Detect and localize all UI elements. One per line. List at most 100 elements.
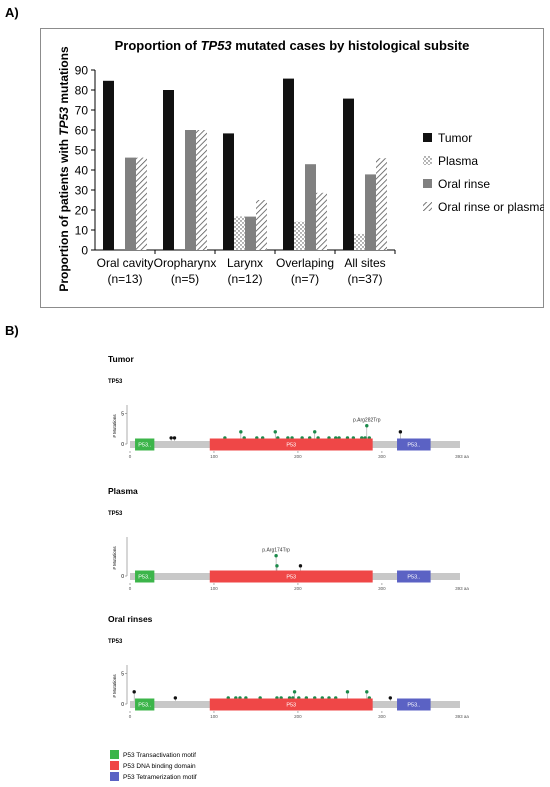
domain-label: P53 [286, 575, 296, 581]
bar-plasma [234, 216, 245, 250]
bar-oral-rinse-or-plasma [196, 130, 207, 250]
legend-label: P53 Tetramerization motif [123, 774, 197, 781]
x-axis-end-label: 393 aa [455, 586, 469, 591]
x-tick-label-n: (n=13) [107, 272, 142, 286]
legend-swatch [423, 156, 432, 165]
x-tick-label-n: (n=5) [171, 272, 199, 286]
x-axis-end-label: 393 aa [455, 454, 469, 459]
domain-legend: P53 Transactivation motif P53 DNA binding… [110, 750, 197, 781]
mutation-dot [365, 690, 369, 694]
domain-label: P53.. [407, 575, 420, 581]
domain-label: P53 [286, 703, 296, 709]
chart-title: Proportion of TP53 mutated cases by hist… [115, 38, 470, 53]
y-axis-label: # Mutations [112, 674, 117, 698]
y-axis-label: # Mutations [112, 414, 117, 438]
legend-swatch [423, 202, 432, 211]
panel-b-label: B) [5, 323, 19, 338]
mutation-dot [239, 430, 243, 434]
panel-a-label: A) [5, 5, 19, 20]
protein-domain [135, 570, 155, 583]
plot-title: Plasma [108, 486, 138, 496]
mutation-dot [172, 436, 177, 440]
y-tick-label: 20 [75, 204, 89, 218]
legend-swatch [423, 179, 432, 188]
plot-title: Tumor [108, 354, 135, 364]
domain-label: P53.. [138, 575, 151, 581]
legend-label: Tumor [438, 131, 472, 145]
y-tick-label: 40 [75, 164, 89, 178]
mutation-dot [275, 564, 279, 568]
y-tick-label: 60 [75, 124, 89, 138]
x-tick-label: Oropharynx [154, 256, 217, 270]
bar-plasma [354, 233, 365, 250]
mutation-dot [298, 564, 303, 568]
bar-plasma [294, 221, 305, 250]
protein-domain [209, 698, 373, 711]
bar-oral-rinse-or-plasma [376, 158, 387, 250]
x-tick-label-n: (n=7) [291, 272, 319, 286]
domain-label: P53.. [138, 443, 151, 449]
y-tick-label: 0 [81, 244, 88, 258]
protein-domain [135, 438, 155, 451]
mutation-dot [345, 690, 350, 694]
x-tick-label: 100 [210, 454, 218, 459]
legend-swatch [110, 750, 119, 759]
gene-label: TP53 [108, 511, 123, 517]
domain-label: P53.. [407, 443, 420, 449]
x-tick-label: All sites [344, 256, 385, 270]
bar-oral-rinse [185, 130, 196, 250]
x-tick-label: 0 [129, 454, 132, 459]
legend-label: P53 Transactivation motif [123, 752, 196, 759]
bar-oral-rinse [365, 174, 376, 250]
x-tick-label: 200 [294, 714, 302, 719]
bar-chart: Proportion of TP53 mutated cases by hist… [40, 28, 544, 308]
mutation-dot [273, 430, 277, 434]
domain-label: P53.. [407, 703, 420, 709]
protein-domain [209, 570, 373, 583]
x-tick-label: Larynx [227, 256, 263, 270]
mutation-dot [292, 690, 297, 694]
x-tick-label: 100 [210, 714, 218, 719]
lollipop-plots: Tumor TP53 # Mutations 0 5 P53.. P53 P53.. p.Arg… [108, 354, 469, 719]
y-axis-label: # Mutations [112, 546, 117, 570]
lollipop-plot-oral-rinses: Oral rinses TP53 # Mutations 0 5 P53.. P53 P53.… [108, 614, 469, 719]
mutation-dot [169, 436, 173, 440]
x-tick-label: 300 [378, 586, 386, 591]
protein-domain [209, 438, 373, 451]
legend-swatch [110, 772, 119, 781]
bar-oral-rinse [125, 157, 136, 250]
lollipop-plot-plasma: Plasma TP53 # Mutations 0 P53.. P53 P53.. p.Arg… [108, 486, 469, 591]
bar-tumor [343, 98, 354, 250]
mutation-annotation: p.Arg174Trp [262, 548, 290, 554]
protein-domain [397, 438, 431, 451]
x-tick-label-n: (n=37) [347, 272, 382, 286]
bar-tumor [103, 80, 114, 250]
protein-domain [135, 698, 155, 711]
domain-label: P53.. [138, 703, 151, 709]
x-tick-label-n: (n=12) [227, 272, 262, 286]
x-tick-label: 200 [294, 454, 302, 459]
plot-title: Oral rinses [108, 614, 153, 624]
x-tick-label: 200 [294, 586, 302, 591]
gene-label: TP53 [108, 639, 123, 645]
bar-tumor [223, 133, 234, 250]
legend-label: Plasma [438, 154, 478, 168]
x-axis-end-label: 393 aa [455, 714, 469, 719]
mutation-annotation: p.Arg282Trp [353, 418, 381, 424]
x-tick-label: 0 [129, 586, 132, 591]
y-tick-label: 80 [75, 84, 89, 98]
bar-oral-rinse-or-plasma [136, 157, 147, 250]
x-tick-label: 100 [210, 586, 218, 591]
bar-tumor [163, 90, 174, 250]
bar-oral-rinse [245, 216, 256, 250]
y-tick-label: 90 [75, 64, 89, 78]
bar-tumor [283, 78, 294, 250]
lollipop-plot-tumor: Tumor TP53 # Mutations 0 5 P53.. P53 P53.. p.Arg… [108, 354, 469, 459]
bar-oral-rinse [305, 164, 316, 250]
mutation-dot [132, 690, 136, 694]
protein-domain [397, 570, 431, 583]
legend-label: P53 DNA binding domain [123, 763, 196, 770]
y-tick-label: 30 [75, 184, 89, 198]
x-tick-label: 300 [378, 454, 386, 459]
x-tick-label: Overlaping [276, 256, 334, 270]
